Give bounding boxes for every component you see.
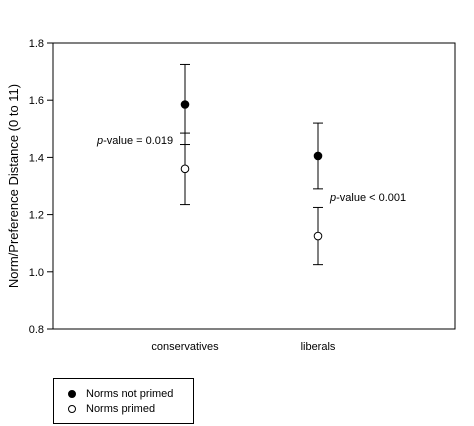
y-tick-label: 0.8 [29,324,44,336]
open-circle-icon [68,405,76,413]
data-point-not-primed [180,100,190,109]
legend-item-not-primed: Norms not primed [68,386,173,402]
data-point-primed [313,231,323,241]
legend: Norms not primed Norms primed [53,378,194,424]
y-tick-label: 1.4 [29,152,44,164]
annotation-p: p [329,192,336,204]
data-points [180,100,323,241]
filled-circle-icon [68,390,76,398]
plot-frame [52,42,456,330]
y-axis: 0.8 1.0 1.2 1.4 1.6 1.8 [29,38,53,336]
annotation-pvalue-liberals: p-value < 0.001 [329,192,406,204]
y-tick-label: 1.6 [29,95,44,107]
data-point-primed [180,164,190,174]
error-bars [180,63,323,266]
data-point-not-primed [313,151,323,161]
x-tick-label: conservatives [151,341,219,353]
y-tick-label: 1.2 [29,210,44,222]
y-axis-label: Norm/Preference Distance (0 to 11) [6,84,21,288]
annotation-text: -value < 0.001 [336,192,406,204]
y-tick-label: 1.8 [29,38,44,50]
annotation-p: p [96,135,103,147]
legend-label: Norms primed [86,403,156,415]
x-axis: conservatives liberals [151,341,336,353]
y-tick-label: 1.0 [29,267,44,279]
legend-item-primed: Norms primed [68,401,155,417]
x-tick-label: liberals [301,341,336,353]
annotation-text: -value = 0.019 [103,135,173,147]
legend-label: Norms not primed [86,388,174,400]
annotation-pvalue-conservatives: p-value = 0.019 [96,135,173,147]
